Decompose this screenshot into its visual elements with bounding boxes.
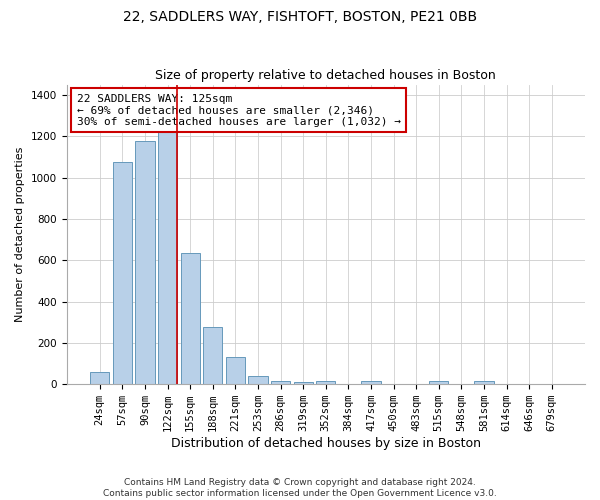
Bar [429,381,448,384]
Text: Contains HM Land Registry data © Crown copyright and database right 2024.
Contai: Contains HM Land Registry data © Crown c… [103,478,497,498]
Bar [226,358,245,384]
Bar [181,253,200,384]
Bar [293,382,313,384]
Bar [113,162,132,384]
Bar [475,381,494,384]
Bar [361,381,380,384]
Bar [90,372,109,384]
Bar [271,381,290,384]
Bar [136,142,155,384]
Text: 22, SADDLERS WAY, FISHTOFT, BOSTON, PE21 0BB: 22, SADDLERS WAY, FISHTOFT, BOSTON, PE21… [123,10,477,24]
Title: Size of property relative to detached houses in Boston: Size of property relative to detached ho… [155,69,496,82]
X-axis label: Distribution of detached houses by size in Boston: Distribution of detached houses by size … [171,437,481,450]
Bar [248,376,268,384]
Bar [316,381,335,384]
Bar [203,328,223,384]
Text: 22 SADDLERS WAY: 125sqm
← 69% of detached houses are smaller (2,346)
30% of semi: 22 SADDLERS WAY: 125sqm ← 69% of detache… [77,94,401,126]
Y-axis label: Number of detached properties: Number of detached properties [15,146,25,322]
Bar [158,124,177,384]
